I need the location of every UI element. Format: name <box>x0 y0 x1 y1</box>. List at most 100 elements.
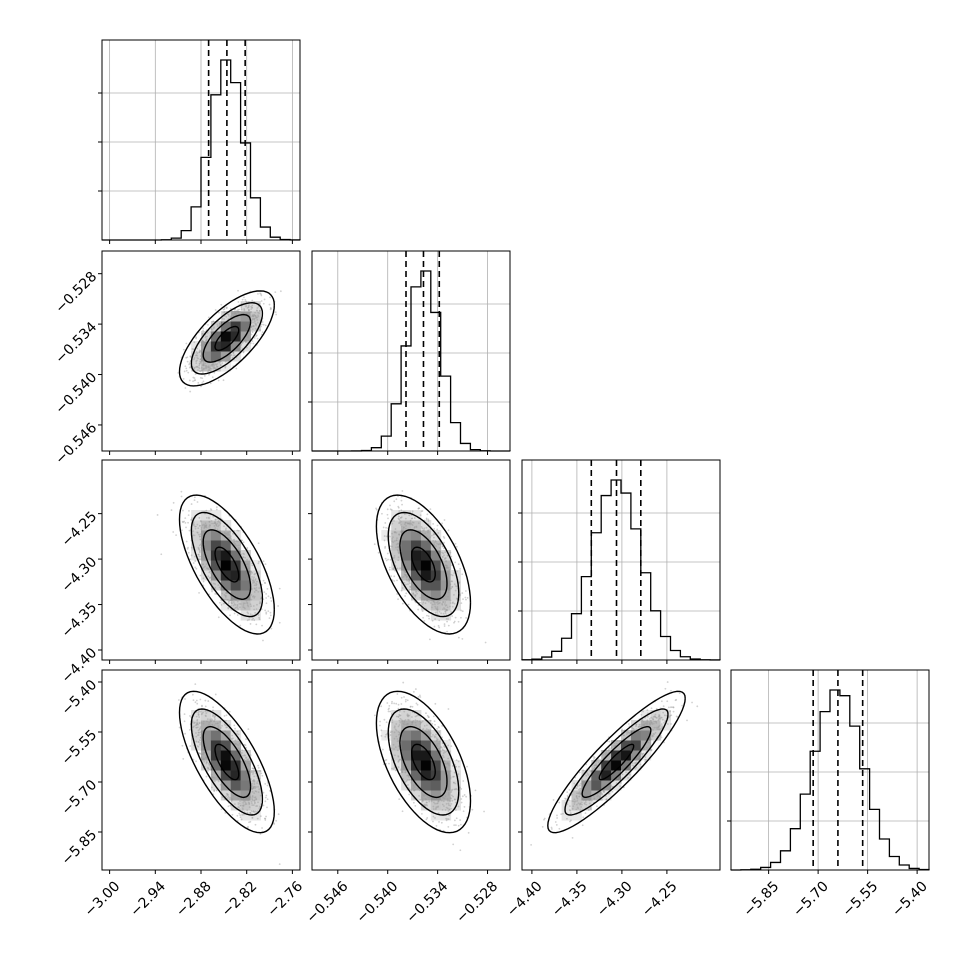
sample-point <box>408 719 410 721</box>
sample-point <box>434 618 437 620</box>
sample-point <box>255 316 258 319</box>
sample-point <box>602 753 604 756</box>
sample-point <box>256 805 259 807</box>
sample-point <box>433 541 436 544</box>
sample-point <box>252 342 255 345</box>
sample-point <box>610 785 613 788</box>
panel-frame <box>521 459 721 661</box>
sample-point <box>436 727 438 730</box>
density-cell <box>230 770 242 781</box>
density-cell <box>401 770 412 781</box>
sample-point <box>432 805 435 808</box>
density-cell <box>591 760 602 771</box>
sample-point <box>198 722 201 724</box>
sample-point <box>604 754 607 757</box>
sample-point <box>253 770 256 772</box>
sample-point <box>441 602 443 605</box>
sample-point <box>445 564 448 567</box>
sample-point <box>397 551 400 554</box>
sample-point <box>386 513 389 516</box>
histogram-panel-2 <box>518 459 721 664</box>
sample-point <box>408 787 411 790</box>
sample-point <box>400 589 403 592</box>
sample-point <box>202 580 205 583</box>
sample-point <box>182 757 185 760</box>
sample-point <box>214 592 217 595</box>
sample-point <box>452 843 455 846</box>
sample-point <box>228 537 231 540</box>
sample-point <box>194 373 197 376</box>
sample-point <box>257 311 260 314</box>
sample-point <box>242 312 244 315</box>
density-cell <box>201 520 212 531</box>
sample-point <box>448 568 451 571</box>
density-cell <box>391 730 402 741</box>
sample-point <box>483 810 485 813</box>
sample-point <box>246 619 249 622</box>
sample-point <box>202 340 204 343</box>
sample-point <box>459 849 462 852</box>
sample-point <box>198 752 201 755</box>
sample-point <box>229 599 232 602</box>
sample-point <box>402 528 405 530</box>
sample-point <box>412 586 415 589</box>
sample-point <box>170 509 173 511</box>
sample-point <box>393 540 396 542</box>
sample-point <box>209 382 212 385</box>
sample-point <box>237 546 240 549</box>
sample-point <box>578 784 581 787</box>
sample-point <box>259 770 262 772</box>
sample-point <box>204 705 207 708</box>
sample-point <box>592 755 595 758</box>
sample-point <box>459 593 462 596</box>
contour-level-4 <box>178 290 275 387</box>
sample-point <box>246 558 248 561</box>
sample-point <box>219 721 222 724</box>
sample-point <box>403 710 406 713</box>
density-cell <box>581 770 592 781</box>
density-cell <box>420 780 432 791</box>
sample-point <box>195 726 198 729</box>
sample-point <box>609 748 611 751</box>
sample-point <box>422 529 425 532</box>
sample-point <box>448 804 450 807</box>
sample-point <box>191 693 194 696</box>
sample-point <box>396 579 398 582</box>
sample-point <box>205 775 208 778</box>
sample-point <box>583 802 586 804</box>
sample-point <box>277 813 280 816</box>
sample-point <box>671 706 673 709</box>
sample-point <box>252 787 254 789</box>
sample-point <box>218 322 221 325</box>
sample-point <box>422 594 424 597</box>
sample-point <box>252 581 254 584</box>
sample-point <box>246 604 249 607</box>
sample-point <box>222 311 225 314</box>
sample-point <box>573 801 576 803</box>
density-cell <box>191 361 202 372</box>
sample-point <box>389 508 392 511</box>
sample-point <box>427 529 430 532</box>
sample-point <box>404 771 407 774</box>
sample-point <box>244 305 247 308</box>
sample-point <box>250 326 253 329</box>
sample-point <box>406 699 409 702</box>
sample-point <box>201 548 203 551</box>
sample-point <box>440 799 443 802</box>
sample-point <box>237 301 240 303</box>
sample-point <box>253 608 256 611</box>
sample-point <box>628 732 631 734</box>
sample-point <box>256 318 259 321</box>
sample-point <box>414 715 417 718</box>
sample-point <box>242 809 244 811</box>
sample-point <box>214 583 216 585</box>
sample-point <box>236 310 239 313</box>
sample-point <box>659 734 662 737</box>
sample-point <box>657 726 660 729</box>
sample-point <box>417 507 420 510</box>
density-cell <box>220 540 232 551</box>
sample-point <box>202 380 205 383</box>
sample-point <box>249 796 252 799</box>
sample-point <box>429 599 432 602</box>
sample-point <box>397 556 400 559</box>
